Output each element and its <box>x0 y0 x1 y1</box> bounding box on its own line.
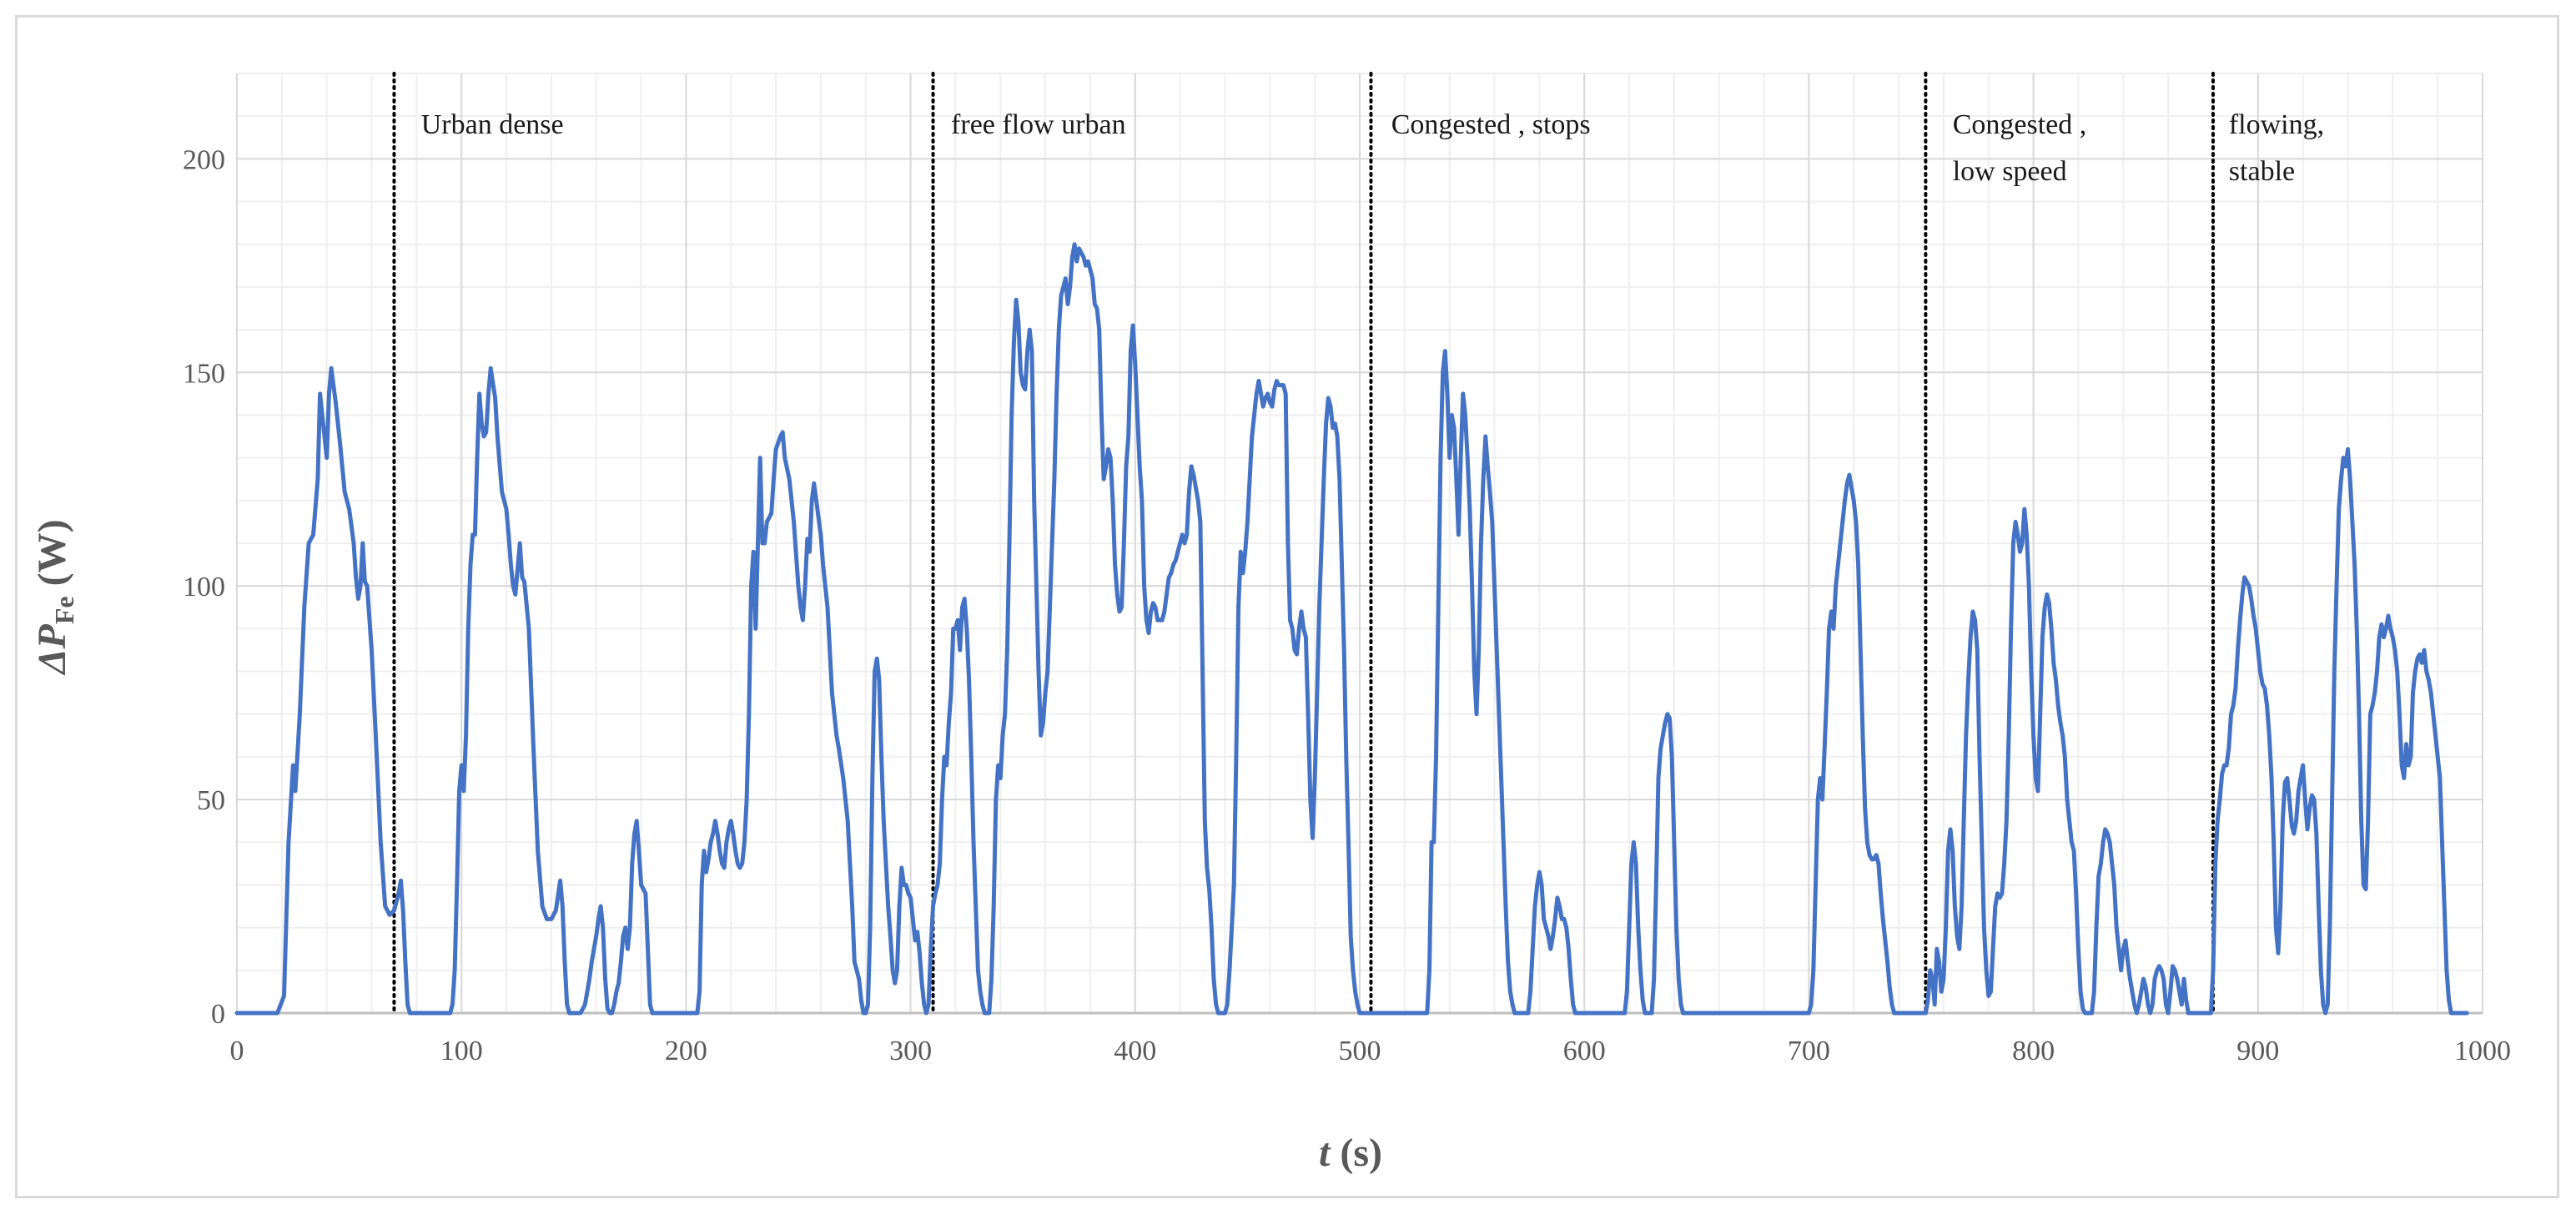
y-tick-label: 150 <box>183 358 225 389</box>
region-label: Congested , stops <box>1391 109 1591 140</box>
region-label: Congested , low speed <box>1953 109 2087 187</box>
x-tick-label: 0 <box>230 1036 244 1066</box>
x-tick-label: 400 <box>1114 1036 1156 1066</box>
y-axis-title: ΔPFe (W) <box>30 519 79 675</box>
x-tick-label: 100 <box>440 1036 483 1066</box>
x-tick-label: 300 <box>889 1036 932 1066</box>
region-label: flowing, stable <box>2229 109 2324 187</box>
x-tick-label: 600 <box>1563 1036 1606 1066</box>
x-tick-label: 700 <box>1788 1036 1830 1066</box>
region-labels: Urban dense free flow urban Congested , st… <box>421 109 2324 187</box>
y-tick-label: 50 <box>197 785 225 816</box>
x-tick-label: 500 <box>1339 1036 1381 1066</box>
y-axis-ticks: 0 50 100 150 200 <box>183 144 225 1030</box>
region-dividers <box>392 72 2215 1015</box>
y-tick-label: 100 <box>183 572 225 602</box>
x-axis-title: t (s) <box>1319 1131 1382 1175</box>
y-tick-label: 200 <box>183 144 225 175</box>
x-tick-label: 900 <box>2236 1036 2279 1066</box>
y-tick-label: 0 <box>211 999 225 1030</box>
x-tick-label: 200 <box>665 1036 707 1066</box>
x-axis-ticks: 0 100 200 300 400 500 600 700 800 900 1000 <box>230 1036 2512 1066</box>
x-tick-label: 800 <box>2012 1036 2055 1066</box>
x-tick-label: 1000 <box>2454 1036 2511 1066</box>
series-line <box>234 242 2469 1016</box>
region-label: free flow urban <box>951 109 1126 140</box>
region-label: Urban dense <box>421 109 564 140</box>
